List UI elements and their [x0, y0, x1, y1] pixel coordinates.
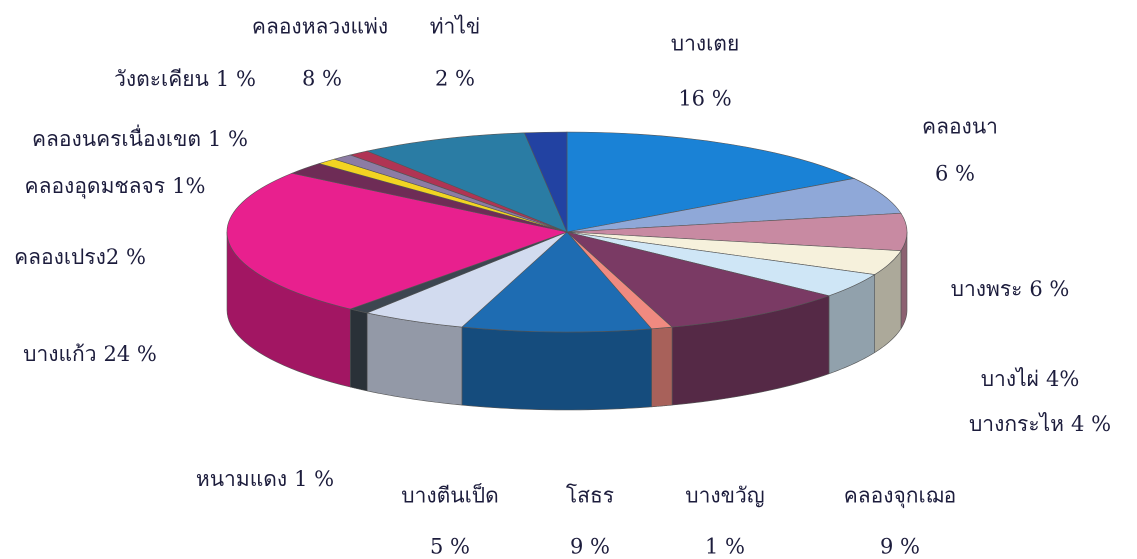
slice: [461, 231, 653, 333]
slice-label-group: คลองอุดมชลจร 1%: [25, 174, 206, 199]
value-label: 2 %: [106, 245, 146, 269]
slice-side: [366, 312, 463, 406]
slice-label: บางขวัญ: [685, 484, 764, 508]
value-label: 1 %: [208, 127, 248, 151]
slice-label: บางแก้ว: [23, 342, 96, 366]
slice-label: คลองจุกเฌอ: [844, 484, 957, 509]
slice-label: หนามแดง: [196, 467, 287, 491]
slice-label-group: คลองเปรง2 %: [14, 245, 146, 269]
value-label: 6 %: [1029, 277, 1069, 301]
slice-label: คลองนครเนื่องเขต: [32, 124, 201, 151]
slice-label-group: วังตะเคียน 1 %: [114, 67, 256, 91]
slice: [566, 212, 908, 252]
slice-label: ท่าไข่: [430, 15, 481, 39]
value-label: 2 %: [435, 67, 475, 91]
slice-label: บางไผ่: [981, 367, 1039, 391]
slice-side: [349, 308, 368, 392]
slice: [366, 132, 568, 233]
value-label: 1 %: [216, 67, 256, 91]
value-label: 8 %: [302, 67, 342, 91]
slice: [226, 172, 569, 310]
slice: [566, 131, 856, 233]
slice-label: บางเตย: [671, 32, 740, 56]
slice-label-group: บางพระ 6 %: [951, 277, 1070, 301]
value-label: 1 %: [705, 535, 745, 559]
slice-label: โสธร: [566, 484, 614, 508]
slice: [566, 178, 902, 233]
slice-label: บางตีนเป็ด: [401, 482, 499, 508]
slice-label: บางกระไห: [969, 412, 1064, 436]
slice-label-group: บางแก้ว 24 %: [23, 342, 157, 366]
value-label: 1 %: [294, 467, 334, 491]
value-label: 1%: [172, 174, 205, 198]
value-label: 6 %: [935, 162, 975, 186]
value-label: 24 %: [104, 342, 157, 366]
slice-side: [461, 326, 652, 411]
slice-label-group: คลองนครเนื่องเขต 1 %: [32, 124, 248, 151]
slice-label: คลองนา: [922, 115, 998, 139]
slice-label: วังตะเคียน: [114, 67, 209, 91]
slice-label-group: หนามแดง 1 %: [196, 467, 334, 491]
value-label: 4%: [1046, 367, 1079, 391]
slice-label-group: บางไผ่ 4%: [981, 367, 1080, 391]
slice-label: คลองหลวงแพ่ง: [252, 15, 388, 39]
slice-label: คลองเปรง: [14, 245, 106, 269]
value-label: 9 %: [570, 535, 610, 559]
slice-label-group: บางกระไห 4 %: [969, 412, 1111, 436]
value-label: 16 %: [678, 87, 731, 111]
value-label: 4 %: [1071, 412, 1111, 436]
slice-label: คลองอุดมชลจร: [25, 174, 166, 199]
value-label: 9 %: [880, 535, 920, 559]
slice-side: [651, 326, 673, 408]
slice: [523, 131, 568, 233]
slice-label: บางพระ: [951, 277, 1023, 301]
slice: [566, 231, 831, 328]
value-label: 5 %: [430, 535, 470, 559]
